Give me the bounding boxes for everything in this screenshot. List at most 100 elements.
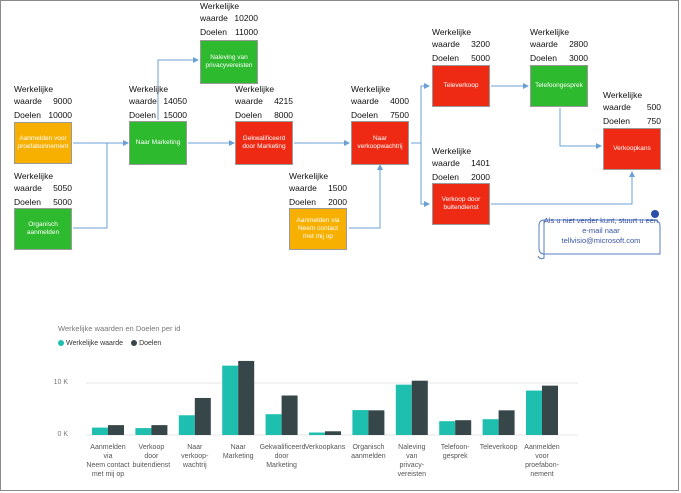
bar-doelen[interactable] bbox=[325, 431, 341, 435]
x-tick-label-line: van bbox=[406, 453, 418, 460]
x-tick-label: Organisch aanmelden bbox=[346, 443, 390, 461]
werkelijke-label: Werkelijke bbox=[432, 146, 472, 156]
werkelijke-label: Werkelijke bbox=[530, 27, 570, 37]
doelen-label: Doelen bbox=[432, 53, 459, 63]
waarde-label: waarde bbox=[351, 96, 379, 106]
doelen-value: 8000 bbox=[274, 110, 293, 120]
bar-werkelijk[interactable] bbox=[352, 410, 369, 435]
doelen-value: 2000 bbox=[328, 197, 347, 207]
x-tick-label: Televerkoop bbox=[477, 443, 521, 452]
werkelijke-label: Werkelijke bbox=[14, 84, 54, 94]
werkelijke-waarde-value: 4215 bbox=[274, 96, 293, 106]
bar-doelen[interactable] bbox=[542, 385, 558, 435]
bar-werkelijk[interactable] bbox=[265, 414, 282, 435]
x-tick-label-line: door bbox=[274, 453, 289, 460]
node-organisch[interactable]: Organisch aanmelden bbox=[14, 208, 72, 250]
werkelijke-waarde-value: 1401 bbox=[471, 158, 490, 168]
node-buitendienst[interactable]: Verkoop door buitendienst bbox=[432, 183, 490, 225]
bar-doelen[interactable] bbox=[368, 410, 385, 435]
bar-werkelijk[interactable] bbox=[135, 428, 152, 435]
legend-item-werkelijk: Werkelijke waarde bbox=[58, 340, 123, 347]
x-tick-label-line: buitendienst bbox=[132, 462, 171, 469]
bar-werkelijk[interactable] bbox=[439, 421, 456, 435]
x-tick-label: Verkoopkans bbox=[303, 443, 347, 452]
connector-organisch-marketing bbox=[73, 142, 128, 229]
node-verkoopkans[interactable]: Verkoopkans bbox=[603, 128, 661, 170]
bar-doelen[interactable] bbox=[281, 395, 298, 436]
bar-doelen[interactable] bbox=[238, 360, 255, 435]
werkelijke-label: Werkelijke bbox=[14, 171, 54, 181]
doelen-value: 15000 bbox=[163, 110, 187, 120]
node-telefoongesprek[interactable]: Telefoongesprek bbox=[530, 65, 588, 107]
waarde-label: waarde bbox=[530, 39, 558, 49]
werkelijke-label: Werkelijke bbox=[351, 84, 391, 94]
x-tick-label-line: Marketing bbox=[266, 462, 297, 469]
x-tick-label: Telefoon-gesprek bbox=[433, 443, 477, 461]
doelen-value: 11000 bbox=[234, 27, 258, 37]
bar-doelen[interactable] bbox=[151, 425, 168, 435]
chart-title: Werkelijke waarden en Doelen per id bbox=[58, 324, 181, 333]
x-tick-label: Naar verkoop-wachtrij bbox=[173, 443, 217, 470]
bar-doelen[interactable] bbox=[411, 380, 428, 435]
node-aanmelden-proef[interactable]: Aanmelden voor proefabonnement bbox=[14, 122, 72, 164]
x-tick-label-line: proefabon- bbox=[525, 462, 559, 469]
x-tick-label-line: wachtrij bbox=[182, 462, 207, 469]
x-tick-label-line: Neem contact bbox=[86, 462, 130, 469]
bar-werkelijk[interactable] bbox=[222, 365, 239, 435]
node-neem-contact[interactable]: Aanmelden via Neem contact met mij op bbox=[289, 208, 347, 250]
y-tick-label: 0 K bbox=[57, 431, 68, 438]
doelen-label: Doelen bbox=[14, 197, 41, 207]
x-tick-label: Verkoop door buitendienst bbox=[129, 443, 173, 470]
werkelijke-label: Werkelijke bbox=[432, 27, 472, 37]
x-tick-label-line: Naar bbox=[230, 444, 246, 451]
bar-doelen[interactable] bbox=[455, 420, 472, 435]
x-tick-label-line: voor bbox=[535, 453, 549, 460]
x-tick-label-line: Telefoon- bbox=[440, 444, 470, 451]
doelen-value: 5000 bbox=[471, 53, 490, 63]
werkelijke-waarde-value: 3200 bbox=[471, 39, 490, 49]
bar-werkelijk[interactable] bbox=[309, 432, 325, 435]
bar-werkelijk[interactable] bbox=[178, 415, 195, 435]
legend-item-doelen: Doelen bbox=[131, 340, 161, 347]
x-tick-label-line: gesprek bbox=[442, 453, 468, 460]
waarde-label: waarde bbox=[235, 96, 263, 106]
x-tick-label-line: Televerkoop bbox=[479, 444, 518, 451]
bar-werkelijk[interactable] bbox=[526, 390, 542, 435]
bar-werkelijk[interactable] bbox=[482, 419, 499, 435]
doelen-label: Doelen bbox=[235, 110, 262, 120]
werkelijke-label: Werkelijke bbox=[200, 1, 240, 11]
x-tick-label: Aanmelden via Neem contact met mij op bbox=[86, 443, 130, 479]
bar-doelen[interactable] bbox=[108, 425, 124, 435]
doelen-label: Doelen bbox=[14, 110, 41, 120]
x-tick-label-line: Naleving bbox=[398, 444, 426, 451]
waarde-label: waarde bbox=[14, 96, 42, 106]
werkelijke-waarde-value: 10200 bbox=[234, 13, 258, 23]
werkelijke-label: Werkelijke bbox=[235, 84, 275, 94]
x-tick-label-line: Aanmelden via bbox=[90, 444, 126, 460]
node-naar-verkoop[interactable]: Naar verkoopwachtrij bbox=[351, 121, 409, 165]
bar-doelen[interactable] bbox=[498, 410, 515, 435]
doelen-value: 5000 bbox=[53, 197, 72, 207]
werkelijke-waarde-value: 5050 bbox=[53, 183, 72, 193]
werkelijke-waarde-value: 1500 bbox=[328, 183, 347, 193]
bar-werkelijk[interactable] bbox=[395, 384, 412, 435]
bar-doelen[interactable] bbox=[194, 397, 211, 435]
node-televerkoop[interactable]: Televerkoop bbox=[432, 65, 490, 107]
doelen-label: Doelen bbox=[530, 53, 557, 63]
doelen-value: 10000 bbox=[48, 110, 72, 120]
werkelijke-label: Werkelijke bbox=[289, 171, 329, 181]
x-tick-label-line: Verkoopkans bbox=[304, 444, 346, 451]
node-naleving[interactable]: Naleving van privacyvereisten bbox=[200, 40, 258, 84]
node-naar-marketing[interactable]: Naar Marketing bbox=[129, 121, 187, 165]
x-tick-label-line: Aanmelden bbox=[524, 444, 560, 451]
x-tick-label-line: aanmelden bbox=[351, 453, 386, 460]
x-tick-label-line: Naar bbox=[187, 444, 203, 451]
werkelijke-waarde-value: 500 bbox=[646, 102, 661, 112]
bar-werkelijk[interactable] bbox=[92, 427, 108, 435]
werkelijke-waarde-value: 14050 bbox=[163, 96, 187, 106]
help-callout-text: Als u niet verder kunt, stuurt u een e-m… bbox=[543, 216, 659, 245]
node-gekwalificeerd[interactable]: Gekwalificeerd door Marketing bbox=[235, 121, 293, 165]
doelen-label: Doelen bbox=[129, 110, 156, 120]
